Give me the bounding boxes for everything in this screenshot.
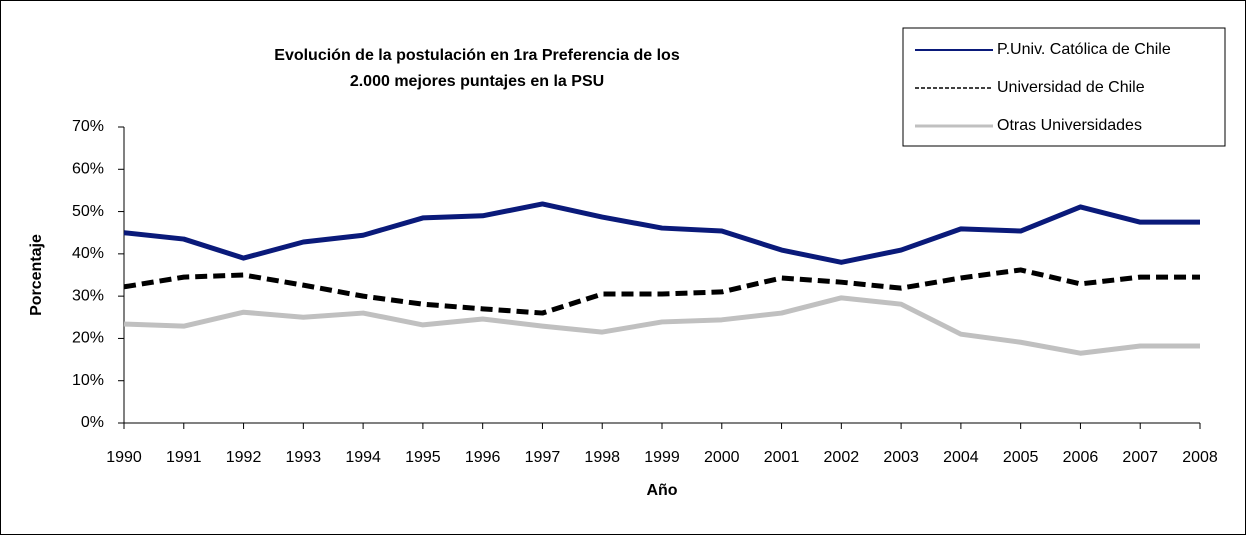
y-tick-label: 50% [72, 203, 104, 220]
x-tick-label: 1993 [286, 449, 322, 466]
legend-label: P.Univ. Católica de Chile [997, 41, 1171, 58]
x-tick-label: 1997 [525, 449, 561, 466]
x-tick-label: 1994 [345, 449, 381, 466]
x-tick-label: 1996 [465, 449, 501, 466]
x-tick-label: 2000 [704, 449, 740, 466]
x-tick-label: 2002 [824, 449, 860, 466]
chart-title: 2.000 mejores puntajes en la PSU [350, 73, 604, 90]
x-tick-label: 2001 [764, 449, 800, 466]
legend-label: Otras Universidades [997, 117, 1142, 134]
x-tick-label: 1999 [644, 449, 680, 466]
y-tick-label: 40% [72, 245, 104, 262]
x-tick-label: 1995 [405, 449, 441, 466]
series-line [123, 201, 1200, 265]
y-tick-label: 20% [72, 330, 104, 347]
y-tick-label: 30% [72, 287, 104, 304]
x-tick-label: 2005 [1003, 449, 1039, 466]
x-tick-label: 2006 [1063, 449, 1099, 466]
x-tick-label: 2004 [943, 449, 979, 466]
y-tick-label: 10% [72, 372, 104, 389]
x-tick-label: 1992 [226, 449, 262, 466]
x-tick-label: 1998 [584, 449, 620, 466]
x-tick-label: 2003 [883, 449, 919, 466]
y-axis-label: Porcentaje [28, 234, 45, 316]
chart-title: Evolución de la postulación en 1ra Prefe… [274, 47, 680, 64]
legend-label: Universidad de Chile [997, 79, 1145, 96]
x-tick-label: 2008 [1182, 449, 1218, 466]
x-tick-label: 1990 [106, 449, 142, 466]
x-tick-label: 1991 [166, 449, 202, 466]
y-tick-label: 60% [72, 161, 104, 178]
y-tick-label: 0% [81, 414, 104, 431]
series-line [123, 267, 1200, 316]
series-line [123, 295, 1200, 356]
y-tick-label: 70% [72, 118, 104, 135]
x-tick-label: 2007 [1122, 449, 1158, 466]
x-axis-label: Año [646, 482, 677, 499]
